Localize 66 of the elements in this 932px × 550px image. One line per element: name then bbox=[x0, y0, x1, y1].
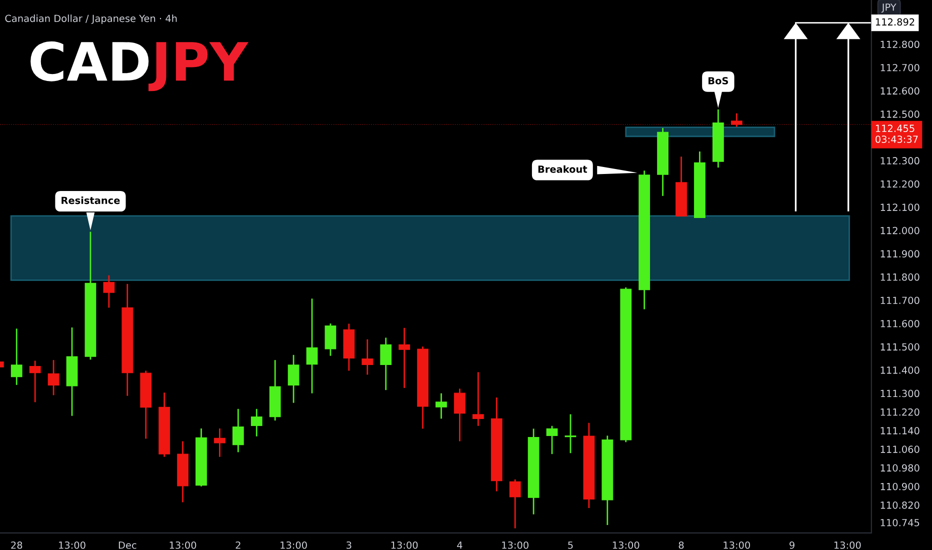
y-tick-label: 111.300 bbox=[880, 390, 920, 398]
x-tick-label: 28 bbox=[11, 541, 22, 549]
y-tick-label: 111.500 bbox=[880, 343, 920, 351]
x-tick-label: 13:00 bbox=[502, 541, 528, 549]
y-tick-label: 110.745 bbox=[880, 518, 920, 526]
y-tick-label: 112.300 bbox=[880, 157, 920, 164]
annotation: BoS bbox=[708, 77, 728, 84]
x-tick-label: 3 bbox=[346, 541, 352, 549]
annotation: Breakout bbox=[538, 165, 588, 173]
y-tick-label: 111.220 bbox=[880, 408, 920, 416]
y-axis-title: JPY bbox=[881, 4, 896, 13]
text: CADJPY bbox=[30, 41, 249, 92]
y-tick-label: 112.600 bbox=[880, 87, 920, 95]
candlestick bbox=[398, 327, 410, 389]
y-tick-label: 110.820 bbox=[880, 502, 920, 509]
annotation: Resistance bbox=[62, 196, 120, 204]
x-tick-label: Dec bbox=[118, 542, 136, 549]
x-tick-label: 2 bbox=[236, 541, 240, 549]
ref-line-label: 112.455 03:43:37 bbox=[876, 124, 918, 143]
x-tick-label: 8 bbox=[678, 541, 684, 549]
y-tick-label: 111.900 bbox=[880, 250, 920, 258]
x-tick-label: 4 bbox=[457, 542, 462, 549]
y-tick-label: 112.100 bbox=[880, 204, 920, 211]
candlestick bbox=[436, 392, 447, 420]
y-tick-label: 112.800 bbox=[880, 40, 920, 48]
y-tick-label: 112.000 bbox=[880, 226, 920, 234]
y-tick-label: 110.980 bbox=[880, 464, 920, 472]
candlestick bbox=[288, 354, 300, 404]
candlestick bbox=[509, 478, 521, 529]
x-tick-label: 13:00 bbox=[612, 541, 640, 549]
x-tick-label: 13:00 bbox=[391, 541, 418, 549]
candlestick bbox=[103, 274, 115, 308]
candlestick bbox=[324, 322, 336, 357]
y-tick-label: 112.700 bbox=[880, 64, 920, 72]
ref-line-label: 112.892 bbox=[876, 18, 914, 26]
candlestick bbox=[564, 414, 576, 454]
text: Canadian Dollar / Japanese Yen · 4h bbox=[5, 14, 177, 24]
candlestick bbox=[29, 360, 41, 403]
candlestick bbox=[472, 371, 484, 427]
candlestick bbox=[730, 112, 742, 128]
candlestick bbox=[232, 408, 244, 453]
y-tick-label: 111.140 bbox=[880, 427, 920, 434]
y-tick-label: 111.700 bbox=[880, 296, 920, 304]
y-tick-label: 112.500 bbox=[880, 110, 920, 118]
candlestick bbox=[214, 428, 226, 458]
candlestick bbox=[380, 336, 392, 391]
x-tick-label: 13:00 bbox=[170, 541, 196, 549]
y-tick-label: 111.400 bbox=[880, 366, 920, 374]
y-tick-label: 112.200 bbox=[880, 180, 920, 188]
candlestick bbox=[306, 298, 318, 394]
x-tick-label: 9 bbox=[790, 541, 794, 549]
x-tick-label: 13:00 bbox=[724, 541, 750, 549]
candlestick bbox=[454, 388, 466, 442]
y-tick-label: 111.600 bbox=[880, 320, 920, 328]
candlestick bbox=[250, 408, 262, 438]
x-tick-label: 5 bbox=[568, 542, 573, 549]
candlestick bbox=[48, 359, 60, 396]
candlestick bbox=[362, 338, 374, 376]
x-tick-label: 13:00 bbox=[834, 541, 861, 549]
y-tick-label: 111.800 bbox=[880, 273, 920, 281]
candlestick bbox=[546, 425, 558, 455]
x-tick-label: 13:00 bbox=[280, 541, 307, 549]
y-tick-label: 111.060 bbox=[880, 446, 920, 453]
x-tick-label: 13:00 bbox=[59, 541, 86, 549]
y-tick-label: 110.900 bbox=[880, 482, 920, 490]
candlestick bbox=[10, 328, 22, 386]
